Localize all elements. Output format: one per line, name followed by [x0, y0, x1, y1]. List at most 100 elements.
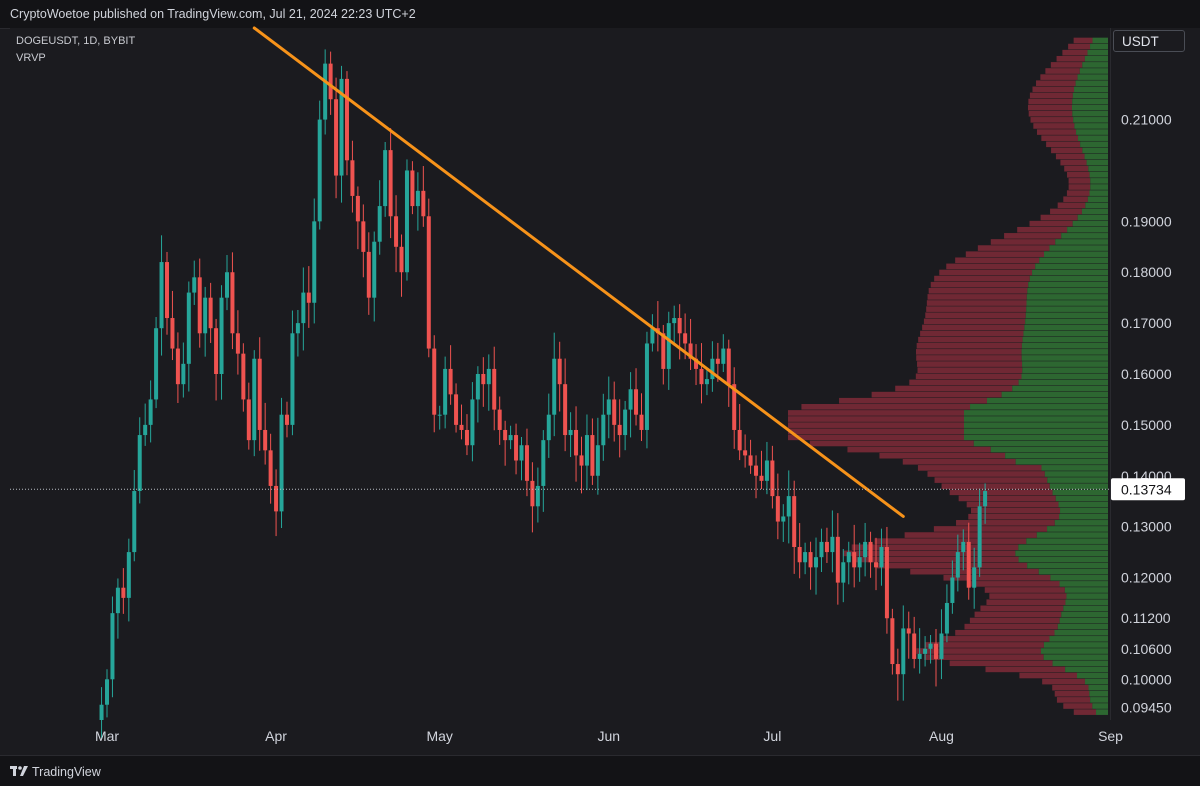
vp-bar-sell: [903, 459, 1016, 465]
candle: [416, 172, 420, 230]
candle: [950, 560, 954, 613]
vp-bar-sell: [928, 294, 1027, 300]
vp-bar-sell: [1036, 80, 1076, 86]
candle-body: [220, 298, 224, 374]
vp-bar-buy: [1082, 148, 1108, 154]
vp-bar-buy: [964, 435, 1108, 441]
vp-bar-buy: [1060, 618, 1108, 624]
vp-bar-sell: [978, 245, 1050, 251]
vp-bar-sell: [916, 355, 1021, 361]
candle: [879, 529, 883, 586]
candle: [280, 398, 284, 528]
vp-bar-sell: [1074, 709, 1096, 715]
candle: [127, 539, 131, 622]
candle-body: [350, 160, 354, 196]
vp-bar-buy: [1078, 135, 1108, 141]
candle-body: [476, 374, 480, 399]
vp-bar-buy: [1019, 380, 1108, 386]
candle-body: [803, 552, 807, 562]
candle: [274, 469, 278, 536]
vp-bar-buy: [1080, 141, 1108, 147]
vp-bar-buy: [1082, 62, 1108, 68]
candle: [470, 382, 474, 461]
candle-body: [945, 603, 949, 634]
candle: [803, 543, 807, 574]
vp-bar-sell: [1032, 87, 1074, 93]
currency-unit-button[interactable]: USDT: [1113, 30, 1185, 52]
vp-bar-sell: [852, 544, 1019, 550]
candle: [367, 232, 371, 315]
vp-bar-buy: [1030, 276, 1108, 282]
candle: [449, 345, 453, 405]
vp-bar-sell: [946, 264, 1035, 270]
candle-body: [416, 191, 420, 206]
vp-bar-sell: [1067, 172, 1090, 178]
candle: [645, 332, 649, 449]
vp-bar-sell: [959, 496, 1056, 502]
tradingview-brand[interactable]: TradingView: [10, 765, 101, 779]
candle: [787, 470, 791, 543]
candle-body: [699, 369, 703, 384]
vp-bar-sell: [935, 477, 1048, 483]
candle: [852, 525, 856, 588]
vp-bar-buy: [1023, 337, 1108, 343]
candle: [656, 301, 660, 351]
y-tick-label: 0.18000: [1121, 264, 1172, 280]
indicator-label: VRVP: [16, 50, 135, 67]
vp-bar-buy: [1028, 282, 1108, 288]
candle: [863, 523, 867, 576]
candle: [438, 406, 442, 430]
candle-body: [836, 537, 840, 583]
candle-body: [100, 705, 104, 720]
candle-body: [503, 430, 507, 440]
candle: [629, 372, 633, 437]
vp-bar-sell: [1037, 129, 1076, 135]
candle-body: [629, 389, 633, 409]
vp-bar-sell: [1029, 111, 1073, 117]
candle-body: [912, 634, 916, 659]
vp-bar-sell: [918, 337, 1022, 343]
candle-body: [285, 415, 289, 425]
candle-body: [536, 486, 540, 506]
vp-bar-buy: [1035, 264, 1108, 270]
vp-bar-buy: [1065, 587, 1108, 593]
candle: [143, 404, 147, 446]
vp-bar-sell: [1060, 160, 1086, 166]
vp-bar-sell: [985, 587, 1065, 593]
candle-body: [825, 542, 829, 552]
footer: TradingView: [0, 755, 1200, 786]
candle: [443, 357, 447, 429]
candle: [116, 578, 120, 638]
candle: [612, 382, 616, 442]
vp-bar-buy: [1073, 221, 1108, 227]
vp-bar-buy: [1050, 483, 1108, 489]
candle: [814, 538, 818, 595]
candle-body: [318, 120, 322, 222]
candle-body: [770, 461, 774, 497]
candle-body: [934, 644, 938, 659]
y-tick-label: 0.12000: [1121, 570, 1172, 586]
vp-bar-buy: [1055, 239, 1108, 245]
candle-body: [329, 64, 333, 100]
candle-body: [427, 216, 431, 348]
candle: [410, 161, 414, 214]
candle: [421, 166, 425, 227]
candle: [798, 523, 802, 578]
vp-bar-buy: [1022, 343, 1108, 349]
candle: [650, 314, 654, 351]
vp-bar-sell: [905, 532, 1037, 538]
candle: [160, 235, 164, 355]
candle-body: [530, 481, 534, 506]
candle-body: [225, 272, 229, 297]
vp-bar-buy: [1090, 697, 1108, 703]
candle-body: [552, 359, 556, 415]
candle-body: [116, 588, 120, 613]
vp-bar-sell: [980, 606, 1063, 612]
candle-body: [841, 562, 845, 582]
vp-bar-buy: [1055, 630, 1108, 636]
vp-bar-sell: [927, 300, 1027, 306]
vp-bar-buy: [1074, 123, 1108, 129]
candle-body: [312, 221, 316, 302]
vp-bar-sell: [955, 257, 1039, 263]
